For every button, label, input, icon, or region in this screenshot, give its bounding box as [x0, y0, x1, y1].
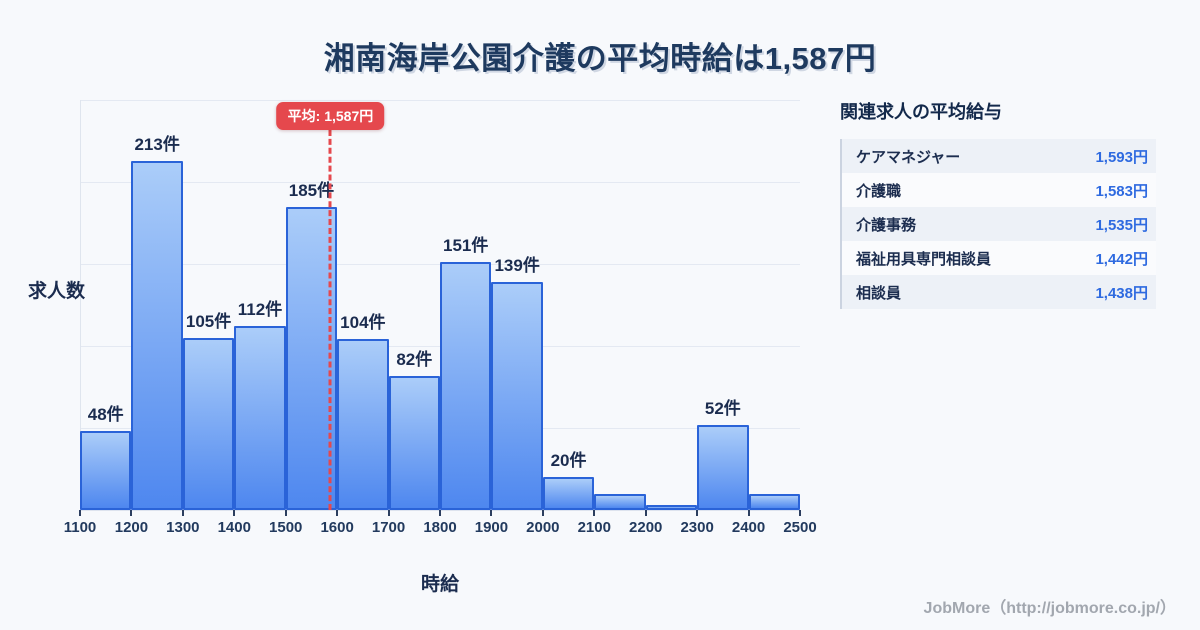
- table-row: 相談員 1,438円: [842, 275, 1156, 309]
- bar: [337, 339, 389, 510]
- bar: [234, 326, 286, 510]
- table-row: ケアマネジャー 1,593円: [842, 139, 1156, 173]
- bar: [697, 424, 749, 510]
- wage-value: 1,593円: [1095, 148, 1148, 166]
- x-axis-tick-label: 1600: [320, 519, 354, 536]
- bar: [491, 282, 543, 510]
- bar: [748, 493, 800, 510]
- x-axis-tick: [490, 510, 493, 516]
- average-line: [328, 130, 332, 510]
- bar: [80, 431, 132, 510]
- x-axis-tick: [233, 510, 236, 516]
- job-label: 相談員: [856, 284, 902, 302]
- x-axis-tick: [130, 510, 133, 516]
- bar: [182, 337, 235, 510]
- job-label: 介護事務: [856, 216, 917, 234]
- x-axis-tick: [799, 510, 801, 516]
- bar: [645, 505, 698, 510]
- y-axis-title: 求人数: [28, 281, 86, 302]
- x-axis-tick: [541, 510, 544, 516]
- table-row: 介護職 1,583円: [842, 173, 1156, 207]
- x-axis-tick: [696, 510, 699, 516]
- x-axis-tick: [336, 510, 339, 516]
- table-row: 介護事務 1,535円: [842, 207, 1156, 241]
- x-axis-tick-label: 1700: [371, 519, 406, 536]
- bar: [285, 206, 338, 510]
- wage-histogram: 平均: 1,587円 48件 213件 105件 112件 185件 104件 82件 151…: [64, 100, 817, 536]
- x-axis-tick-label: 2300: [680, 519, 714, 536]
- gridline: [80, 100, 800, 101]
- x-axis-tick: [439, 510, 441, 516]
- bar-value-label: 151件: [443, 236, 489, 256]
- bar-value-label: 105件: [185, 311, 232, 331]
- x-axis-tick: [747, 510, 750, 516]
- table-row: 福祉用具専門相談員 1,442円: [842, 241, 1156, 275]
- bar: [440, 262, 492, 510]
- x-axis-tick: [284, 510, 287, 516]
- x-axis-title: 時給: [420, 574, 459, 595]
- wage-value: 1,442円: [1095, 250, 1148, 268]
- related-jobs-table: ケアマネジャー 1,593円介護職 1,583円介護事務 1,535円福祉用具専門相談…: [840, 139, 1156, 309]
- bar-value-label: 20件: [550, 451, 587, 471]
- x-axis-tick-label: 2500: [783, 519, 817, 536]
- x-axis-tick: [644, 510, 647, 516]
- x-axis-tick-label: 1500: [269, 519, 303, 536]
- x-axis-tick-label: 1900: [474, 519, 509, 536]
- wage-value: 1,583円: [1095, 182, 1148, 200]
- bar: [594, 493, 646, 510]
- job-label: ケアマネジャー: [856, 148, 961, 166]
- x-axis-tick-label: 2200: [629, 519, 663, 536]
- bar-value-label: 82件: [396, 349, 433, 369]
- bar: [388, 375, 440, 510]
- x-axis-tick-label: 2400: [731, 519, 766, 536]
- panel-title: 関連求人の平均給与: [840, 102, 1002, 122]
- bar-value-label: 48件: [87, 405, 124, 425]
- x-axis-tick-label: 1200: [114, 519, 149, 536]
- x-axis-tick: [387, 510, 390, 516]
- x-axis-tick-label: 1800: [423, 519, 457, 536]
- related-jobs-panel: 関連求人の平均給与 ケアマネジャー 1,593円介護職 1,583円介護事務 1,53…: [840, 100, 1156, 309]
- x-axis-tick-label: 2100: [577, 519, 611, 536]
- bar-value-label: 139件: [494, 256, 540, 276]
- x-axis-tick: [79, 510, 81, 516]
- x-axis-tick-label: 2000: [526, 519, 560, 536]
- credit-line: JobMore（http://jobmore.co.jp/）: [923, 600, 1176, 617]
- x-axis-tick-label: 1400: [217, 519, 251, 536]
- gridline: [80, 182, 800, 183]
- bar-value-label: 112件: [237, 300, 283, 320]
- bar-value-label: 185件: [288, 180, 335, 200]
- bar-value-label: 104件: [340, 313, 386, 333]
- bar-value-label: 213件: [134, 134, 180, 154]
- y-axis-line: [80, 100, 81, 510]
- bar-value-label: 52件: [704, 398, 741, 418]
- job-label: 福祉用具専門相談員: [856, 250, 992, 268]
- wage-value: 1,535円: [1095, 216, 1148, 234]
- bar: [542, 477, 595, 510]
- bar: [131, 160, 183, 510]
- x-axis-tick-label: 1100: [63, 519, 97, 536]
- wage-value: 1,438円: [1095, 284, 1148, 302]
- x-axis-tick-label: 1300: [166, 519, 200, 536]
- job-label: 介護職: [856, 182, 902, 200]
- x-axis-tick: [593, 510, 596, 516]
- average-badge: 平均: 1,587円: [276, 102, 385, 130]
- x-axis-tick: [181, 510, 184, 516]
- page-title: 湘南海岸公園介護の平均時給は1,587円: [323, 41, 877, 76]
